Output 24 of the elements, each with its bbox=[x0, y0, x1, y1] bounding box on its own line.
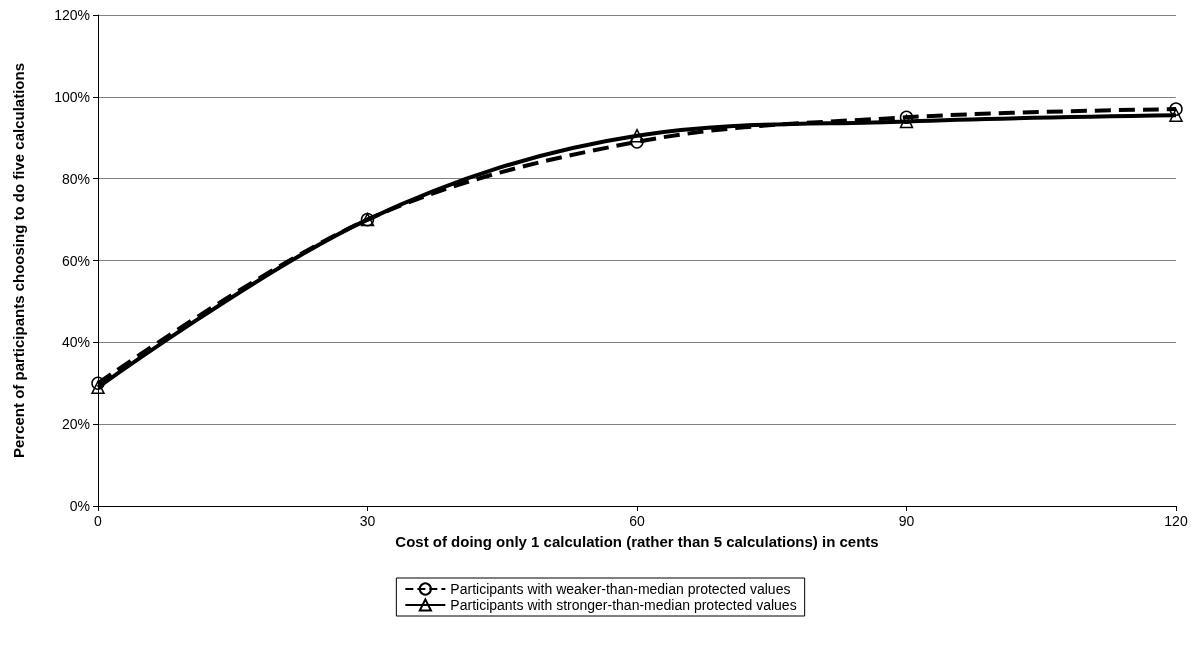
x-tick-label: 60 bbox=[629, 513, 645, 529]
x-tick-label: 90 bbox=[898, 513, 915, 529]
y-tick-label: 40% bbox=[61, 334, 90, 351]
x-tick-label: 0 bbox=[94, 513, 103, 529]
point bbox=[91, 376, 105, 390]
point bbox=[91, 380, 105, 395]
point bbox=[1169, 102, 1183, 116]
legend-label: Participants with weaker-than-median protected values bbox=[450, 581, 791, 597]
y-tick-label: 60% bbox=[61, 252, 90, 269]
y-tick-label: 0% bbox=[69, 498, 90, 514]
point bbox=[899, 110, 914, 125]
point bbox=[1169, 108, 1183, 122]
legend-label: Participants with stronger-than-median protected values bbox=[450, 597, 797, 613]
y-tick-label: 100% bbox=[54, 88, 90, 105]
y-axis-title: Percent of participants choosing to do five calculations bbox=[10, 62, 27, 459]
y-tick-label: 20% bbox=[61, 416, 90, 433]
point bbox=[630, 128, 644, 143]
y-tick-label: 80% bbox=[61, 170, 90, 187]
point bbox=[630, 135, 644, 149]
x-tick-label: 120 bbox=[1164, 513, 1188, 529]
y-tick-label: 120% bbox=[54, 7, 90, 23]
x-axis-title: Cost of doing only 1 calculation (rather than 5 calculations) in cents bbox=[395, 533, 879, 550]
x-tick-label: 30 bbox=[359, 513, 376, 529]
point bbox=[899, 114, 914, 129]
